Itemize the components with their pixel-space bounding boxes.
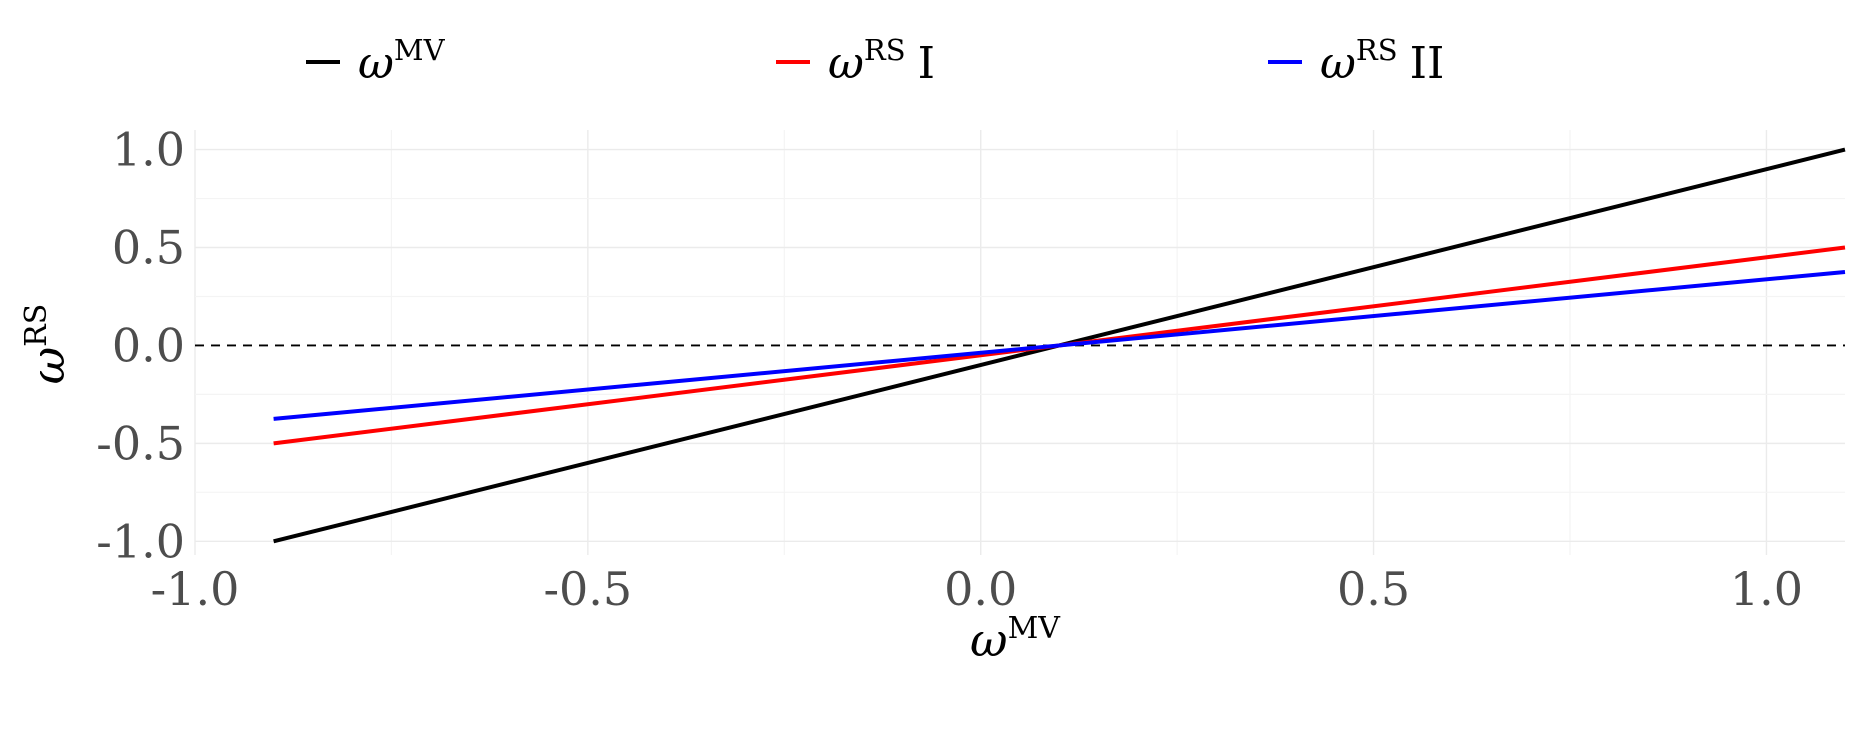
y-axis-title: ωRS (19, 304, 75, 385)
x-tick-label: 1.0 (1730, 562, 1803, 616)
legend: ωMV ωRS I ωRS II (306, 33, 1444, 89)
series-line-3 (273, 270, 1846, 421)
grid (194, 130, 1845, 555)
x-tick-label: -0.5 (544, 562, 633, 616)
legend-label: ωRS II (1320, 33, 1444, 89)
legend-item-2: ωRS I (776, 33, 935, 89)
legend-label: ωMV (358, 33, 446, 89)
x-tick-label: -1.0 (151, 562, 240, 616)
y-axis-title-sup: RS (19, 304, 54, 347)
y-tick-label: -1.0 (96, 514, 185, 568)
legend-item-3: ωRS II (1268, 33, 1444, 89)
x-axis-title-sup: MV (1008, 611, 1062, 646)
legend-label: ωRS I (828, 33, 935, 89)
y-tick-label: 0.0 (112, 318, 185, 372)
legend-item-1: ωMV (306, 33, 446, 89)
series-lines (273, 147, 1846, 544)
x-axis-title-base: ω (970, 613, 1008, 667)
x-axis-tick-labels: -1.0 -0.5 0.0 0.5 1.0 (151, 562, 1803, 616)
y-tick-label: 0.5 (112, 221, 185, 275)
y-axis-title-base: ω (21, 347, 75, 385)
x-axis-title: ωMV (970, 611, 1061, 667)
y-tick-label: 1.0 (112, 123, 185, 177)
x-tick-label: 0.5 (1337, 562, 1410, 616)
y-axis-tick-labels: -1.0 -0.5 0.0 0.5 1.0 (96, 123, 185, 569)
y-tick-label: -0.5 (96, 416, 185, 470)
x-tick-label: 0.0 (944, 562, 1017, 616)
